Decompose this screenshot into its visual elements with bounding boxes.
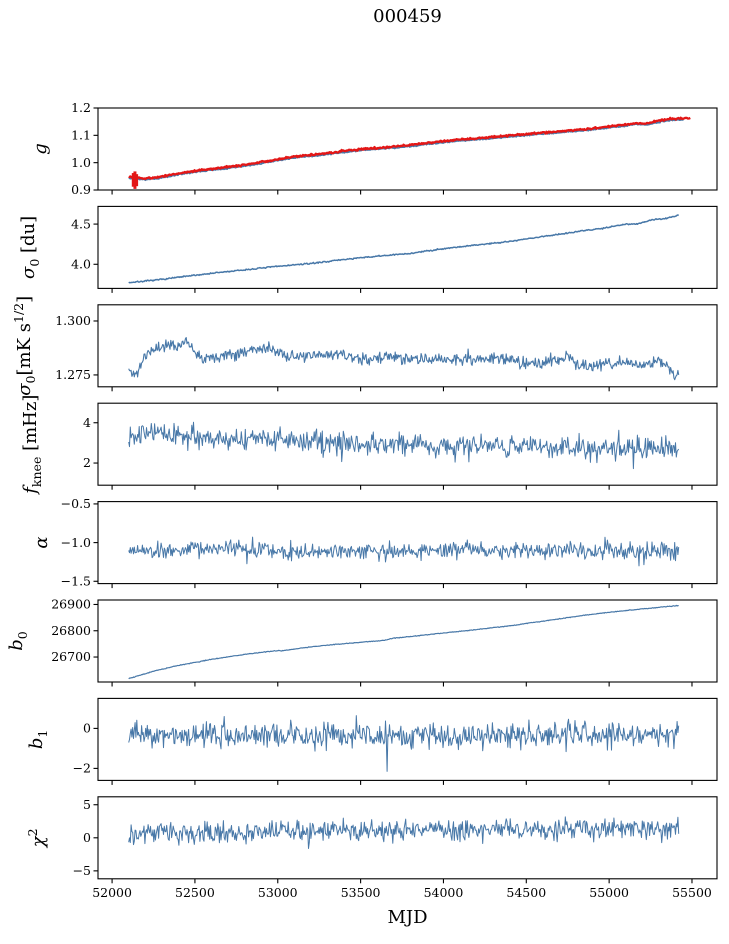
axes-frame — [97, 796, 718, 880]
y-tick-label: −5 — [73, 863, 91, 878]
series-alpha — [128, 536, 680, 567]
y-tick-label: 4.0 — [71, 256, 91, 271]
y-tick-label: −1.0 — [61, 535, 91, 550]
x-tick-label: 52500 — [175, 885, 215, 900]
axes-frame — [97, 107, 718, 191]
axes-frame — [97, 402, 718, 486]
y-tick-label: 1.300 — [55, 313, 91, 328]
axes-frame — [97, 697, 718, 781]
y-axis-label: b0 — [6, 631, 30, 651]
x-tick-label: 52000 — [92, 885, 132, 900]
subplot-b1: −2 0 b1 — [26, 697, 718, 785]
subplot-fknee: 2 4 fknee [mHz] — [20, 395, 718, 496]
y-tick-label: −1.5 — [61, 573, 91, 588]
x-tick-label: 53000 — [258, 885, 298, 900]
x-tick-label: 55500 — [672, 885, 712, 900]
y-tick-label: 26800 — [51, 623, 91, 638]
y-tick-label: 4 — [83, 415, 91, 430]
y-axis-label: fknee [mHz] — [20, 395, 44, 496]
series-b0 — [128, 604, 679, 680]
subplot-b0: 26700 26800 26900 b0 — [6, 597, 718, 687]
series-chi2 — [128, 816, 680, 849]
axes-frame — [97, 599, 718, 683]
subplot-alpha: −1.5 −1.0 −0.5 α — [31, 496, 718, 588]
figure-title: 000459 — [373, 6, 442, 27]
y-axis-label: g — [30, 143, 51, 155]
y-axis-label: α — [31, 537, 52, 549]
y-tick-label: 26900 — [51, 597, 91, 612]
y-tick-label: 5 — [83, 797, 91, 812]
x-axis-label: MJD — [387, 907, 427, 928]
subplot-g: 0.9 1.0 1.1 1.2 g — [30, 100, 718, 197]
y-tick-label: 26700 — [51, 649, 91, 664]
y-axis-label: b1 — [26, 730, 50, 749]
series-sigma0-du — [128, 214, 680, 284]
subplot-chi2: −5 0 5 χ2 — [25, 796, 718, 884]
y-tick-label: 1.0 — [71, 155, 91, 170]
x-tick-label: 53500 — [341, 885, 381, 900]
subplot-sigma0-du: 4.0 4.5 σ0 [du] — [18, 205, 718, 293]
subplot-sigma0-mks: 1.275 1.300 σ0[mK s1/2] — [11, 296, 718, 396]
series-sigma0-mks — [128, 336, 680, 381]
y-tick-label: 2 — [83, 455, 91, 470]
axes-frame — [97, 304, 718, 388]
x-tick-label: 54500 — [506, 885, 546, 900]
y-axis-label: σ0 [du] — [18, 216, 42, 279]
y-tick-label: 0.9 — [71, 182, 91, 197]
y-tick-label: 1.275 — [55, 367, 91, 382]
series-b1 — [128, 715, 680, 772]
x-tick-label: 55000 — [589, 885, 629, 900]
y-tick-label: −0.5 — [61, 496, 91, 511]
series-fknee — [128, 421, 680, 470]
x-axis: 52000 52500 53000 53500 54000 54500 55000 55500… — [92, 885, 712, 928]
y-tick-label: 1.1 — [71, 128, 91, 143]
y-tick-label: 0 — [83, 830, 91, 845]
series-gain-smoothed — [128, 116, 691, 181]
y-tick-label: 1.2 — [71, 100, 91, 115]
x-tick-label: 54000 — [424, 885, 464, 900]
y-axis-label: χ2 — [25, 828, 49, 849]
y-tick-label: −2 — [73, 761, 91, 776]
y-axis-label: σ0[mK s1/2] — [11, 296, 38, 396]
y-tick-label: 4.5 — [71, 216, 91, 231]
y-tick-label: 0 — [83, 721, 91, 736]
axes-frame — [97, 205, 718, 289]
